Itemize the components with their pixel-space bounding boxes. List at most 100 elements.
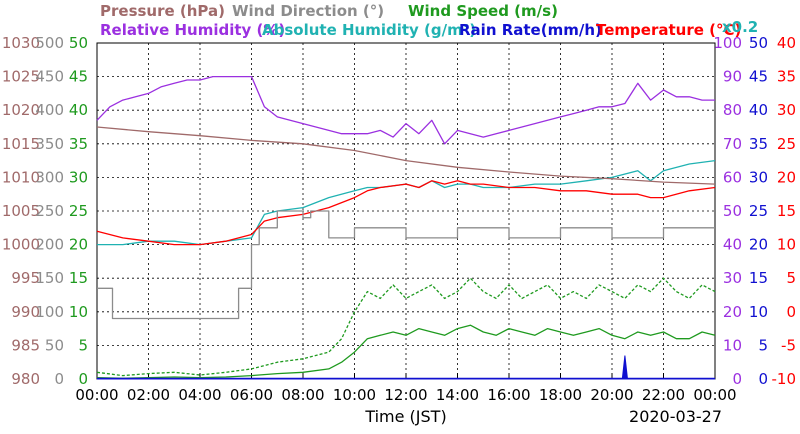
pressure-tick: 980 [11,370,40,388]
temperature-tick: 0 [786,303,796,321]
humidity-tick: 40 [723,236,742,254]
pressure-tick: 995 [11,269,40,287]
x-tick-label: 18:00 [539,386,582,404]
wind-direction-tick: 400 [35,101,64,119]
wind-speed-tick: 40 [69,101,88,119]
rain-rate-tick: 45 [749,68,768,86]
chart-header: Pressure (hPa) Wind Direction (°) Wind S… [100,2,758,39]
wind-direction-tick: 150 [35,269,64,287]
x-tick-label: 04:00 [178,386,221,404]
wind-speed-tick: 5 [78,336,88,354]
x-tick-label: 06:00 [230,386,273,404]
x-tick-label: 02:00 [127,386,170,404]
x-tick-label: 16:00 [487,386,530,404]
right-axes: 1009080706050403020100504540353025201510… [713,34,796,388]
rain-rate-tick: 35 [749,135,768,153]
wind-direction-tick: 200 [35,236,64,254]
x-tick-label: 22:00 [642,386,685,404]
temperature-tick: -5 [781,336,796,354]
wind-speed-tick: 25 [69,202,88,220]
x-tick-label: 14:00 [436,386,479,404]
x-tick-label: 00:00 [75,386,118,404]
rain-rate-tick: 40 [749,101,768,119]
pressure-tick: 1025 [2,68,40,86]
series-pressure-hpa [96,126,716,185]
temperature-tick: 5 [786,269,796,287]
legend-temperature: Temperature (°C) [596,21,741,39]
humidity-tick: 0 [732,370,742,388]
pressure-tick: 990 [11,303,40,321]
x-tick-label: 08:00 [281,386,324,404]
series-temperature-c [96,180,716,246]
rain-rate-tick: 30 [749,168,768,186]
wind-direction-tick: 350 [35,135,64,153]
legend-rain-rate: Rain Rate(mm/h) [459,21,602,39]
legend-relative-humidity: Relative Humidity (%) [100,21,285,39]
humidity-tick: 20 [723,303,742,321]
humidity-tick: 80 [723,101,742,119]
wind-speed-tick: 0 [78,370,88,388]
series-wind-speed-m-s [96,324,716,379]
pressure-tick: 1005 [2,202,40,220]
legend-scale-note: x0.2 [722,18,758,36]
temperature-tick: 25 [777,135,796,153]
legend-wind-speed: Wind Speed (m/s) [408,2,558,20]
humidity-tick: 60 [723,168,742,186]
humidity-tick: 50 [723,202,742,220]
humidity-tick: 70 [723,135,742,153]
humidity-tick: 30 [723,269,742,287]
pressure-tick: 1020 [2,101,40,119]
wind-direction-tick: 500 [35,34,64,52]
temperature-tick: 15 [777,202,796,220]
temperature-tick: 30 [777,101,796,119]
series-wind-speed-m-s-gust [96,277,716,377]
legend-absolute-humidity: Absolute Humidity (g/m³) [262,21,476,39]
wind-speed-tick: 45 [69,68,88,86]
temperature-tick: 35 [777,68,796,86]
temperature-tick: 20 [777,168,796,186]
rain-rate-tick: 10 [749,303,768,321]
pressure-tick: 1000 [2,236,40,254]
wind-speed-tick: 30 [69,168,88,186]
wind-speed-tick: 35 [69,135,88,153]
wind-speed-tick: 10 [69,303,88,321]
x-tick-label: 20:00 [590,386,633,404]
x-tick-label: 00:00 [693,386,736,404]
pressure-tick: 985 [11,336,40,354]
wind-speed-tick: 15 [69,269,88,287]
wind-speed-tick: 50 [69,34,88,52]
series-layer [96,75,716,380]
legend-pressure: Pressure (hPa) [100,2,225,20]
humidity-tick: 10 [723,336,742,354]
pressure-tick: 1015 [2,135,40,153]
chart-date: 2020-03-27 [629,407,722,426]
temperature-tick: -10 [772,370,797,388]
rain-rate-tick: 25 [749,202,768,220]
rain-rate-tick: 20 [749,236,768,254]
wind-speed-tick: 20 [69,236,88,254]
wind-direction-tick: 0 [54,370,64,388]
wind-direction-tick: 100 [35,303,64,321]
pressure-tick: 1010 [2,168,40,186]
left-axes: 1030102510201015101010051000995990985980… [2,34,88,388]
x-tick-label: 10:00 [333,386,376,404]
rain-rate-tick: 15 [749,269,768,287]
legend-wind-direction: Wind Direction (°) [232,2,384,20]
humidity-tick: 100 [713,34,742,52]
pressure-tick: 1030 [2,34,40,52]
rain-rate-tick: 5 [758,336,768,354]
rain-rate-tick: 50 [749,34,768,52]
wind-direction-tick: 300 [35,168,64,186]
rain-rate-tick: 0 [758,370,768,388]
series-wind-direction [97,210,715,320]
x-axis: 00:00 02:00 04:00 06:00 08:00 10:00 12:00 14:00… [75,386,736,404]
temperature-tick: 40 [777,34,796,52]
wind-direction-tick: 250 [35,202,64,220]
series-relative-humidity [96,75,715,145]
temperature-tick: 10 [777,236,796,254]
wind-direction-tick: 450 [35,68,64,86]
humidity-tick: 90 [723,68,742,86]
wind-direction-tick: 50 [45,336,64,354]
x-axis-label: Time (JST) [364,407,446,426]
